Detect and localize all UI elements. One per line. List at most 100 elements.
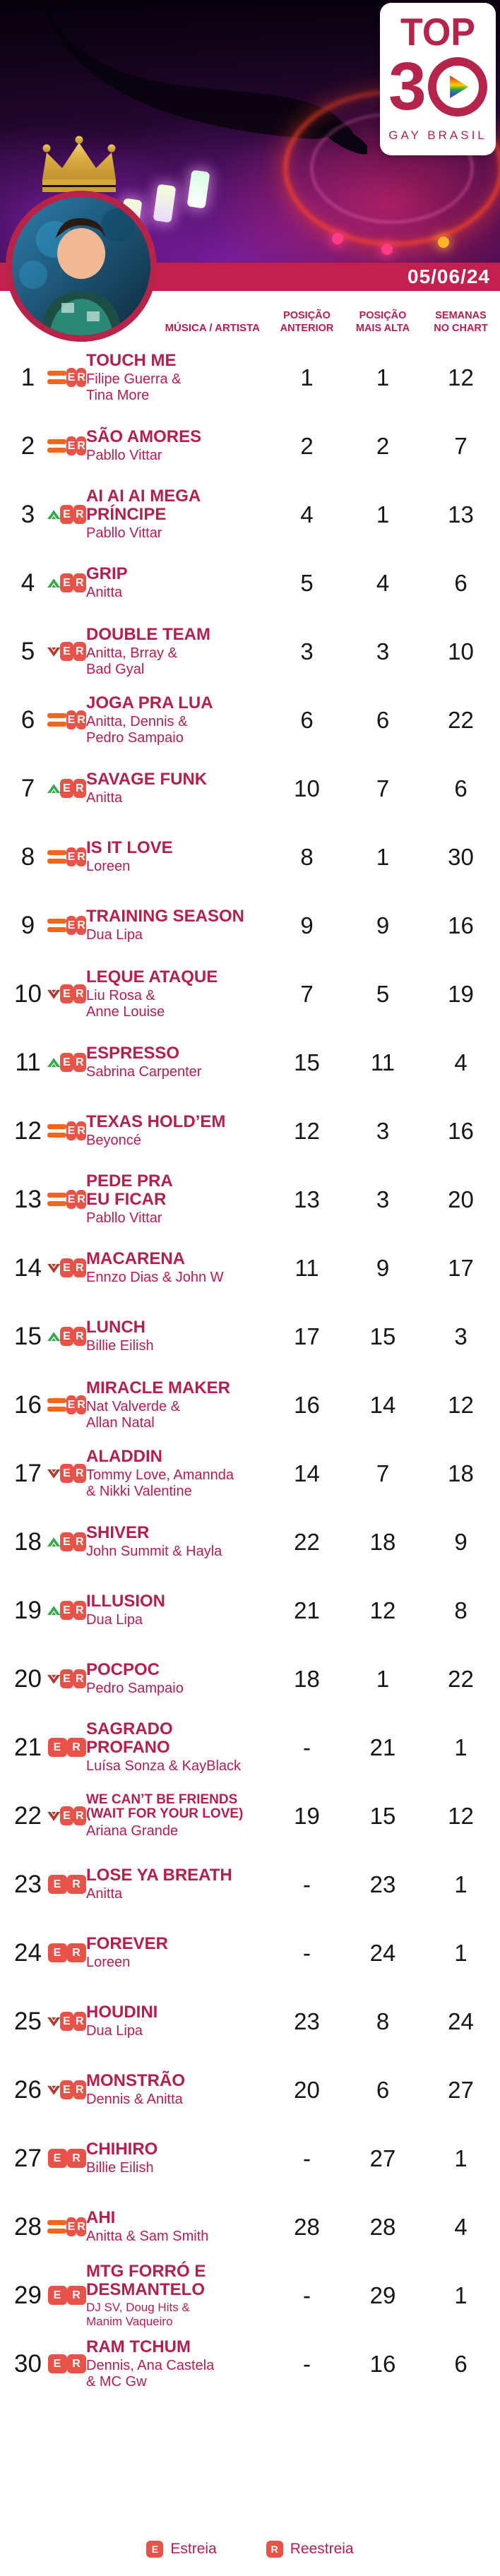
movement-indicator: E R (47, 779, 86, 799)
debut-badge: E (60, 1532, 73, 1552)
previous-position-value: 6 (300, 706, 314, 733)
reentry-badge: R (66, 1943, 86, 1963)
song-artist: Nat Valverde & Allan Natal (86, 1398, 181, 1431)
movement-indicator: E R (47, 573, 86, 593)
song-title: MACARENA (86, 1249, 185, 1269)
rank-number: 2 (20, 431, 35, 460)
chart-row: 1 E R TOUCH ME Filipe Guerra & Tina More… (0, 345, 500, 410)
debut-badge: E (60, 779, 73, 799)
debut-badge: E (60, 2080, 73, 2100)
song-title: POCPOC (86, 1660, 160, 1680)
highest-position-value: 4 (376, 569, 390, 596)
chart-row: 22 E R WE CAN’T BE FRIENDS (WAIT FOR YOU… (0, 1783, 500, 1849)
song-artist: Anitta (86, 1886, 123, 1902)
up-arrow-icon (47, 509, 61, 519)
debut-badge: E (66, 1121, 76, 1141)
chart-row: 19 E R ILLUSION Dua Lipa 21 12 8 (0, 1578, 500, 1643)
equal-position-icon (47, 919, 66, 933)
movement-indicator: E R (47, 505, 86, 525)
song-artist: Ennzo Dias & John W (86, 1270, 224, 1286)
song-cell: TEXAS HOLD’EM Beyoncé (86, 1113, 270, 1149)
movement-indicator: E R (47, 436, 86, 456)
song-cell: AI AI AI MEGA PRÍNCIPE Pabllo Vittar (86, 487, 270, 542)
song-cell: WE CAN’T BE FRIENDS (WAIT FOR YOUR LOVE)… (86, 1792, 270, 1839)
previous-position-value: - (303, 2350, 311, 2377)
top30-logo-card: TOP 3 GAY BRASIL (380, 3, 496, 155)
song-cell: SÃO AMORES Pabllo Vittar (86, 428, 270, 464)
equal-position-icon (47, 2220, 66, 2234)
down-arrow-icon (47, 2017, 61, 2027)
rank-number: 12 (14, 1116, 42, 1145)
song-artist: Anitta (86, 585, 123, 601)
previous-position-value: - (303, 2282, 311, 2308)
movement-indicator: E R (47, 1258, 86, 1278)
movement-indicator: E R (47, 642, 86, 662)
debut-badge: E (60, 1669, 73, 1689)
logo-subtitle: GAY BRASIL (388, 129, 487, 142)
down-arrow-icon (47, 989, 61, 999)
down-arrow-icon (47, 1811, 61, 1821)
highest-position-value: 1 (376, 364, 390, 390)
highest-position-value: 8 (376, 2008, 390, 2034)
debut-badge: E (66, 1395, 76, 1415)
up-arrow-icon (47, 578, 61, 588)
weeks-on-chart-value: 19 (448, 980, 474, 1007)
chart-row: 28 E R AHI Anitta & Sam Smith 28 28 (0, 2194, 500, 2260)
weeks-on-chart-value: 4 (454, 1049, 468, 1075)
song-title: LOSE YA BREATH (86, 1866, 232, 1885)
mixer-knob (381, 244, 393, 255)
highest-position-value: 29 (369, 2282, 396, 2308)
logo-ring-zero (427, 57, 487, 117)
movement-indicator: E R (47, 847, 86, 867)
weeks-on-chart-value: 30 (448, 843, 474, 870)
chart-row: 23 E R LOSE YA BREATH Anitta - 23 (0, 1852, 500, 1917)
debut-badge: E (47, 2149, 67, 2169)
song-artist: Pabllo Vittar (86, 1210, 162, 1227)
reentry-badge: R (73, 1601, 86, 1621)
rainbow-play-icon (450, 76, 469, 98)
song-artist: Luísa Sonza & KayBlack (86, 1758, 242, 1775)
song-title: LEQUE ATAQUE (86, 967, 218, 986)
song-cell: POCPOC Pedro Sampaio (86, 1661, 270, 1697)
rank-number: 18 (14, 1527, 42, 1556)
weeks-on-chart-value: 6 (454, 569, 468, 596)
song-title: RAM TCHUM (86, 2337, 191, 2356)
song-title: ILLUSION (86, 1592, 165, 1611)
highest-position-value: 11 (370, 1049, 395, 1075)
weeks-on-chart-value: 1 (454, 1871, 468, 1897)
logo-word-top: TOP (400, 11, 475, 54)
debut-badge: E (66, 368, 76, 388)
song-cell: HOUDINI Dua Lipa (86, 2003, 270, 2039)
song-title: ESPRESSO (86, 1044, 180, 1063)
song-artist: Pabllo Vittar (86, 525, 162, 542)
chart-row: 10 E R LEQUE ATAQUE Liu Rosa & Anne Loui… (0, 961, 500, 1027)
weeks-on-chart-value: 22 (448, 706, 474, 733)
song-title: SÃO AMORES (86, 427, 202, 447)
movement-indicator: E R (47, 984, 86, 1004)
previous-position-value: 22 (294, 1528, 320, 1555)
song-cell: RAM TCHUM Dennis, Ana Castela & MC Gw (86, 2337, 270, 2390)
debut-badge: E (66, 847, 76, 867)
dj-avatar (6, 191, 157, 342)
song-artist: Anitta & Sam Smith (86, 2229, 209, 2245)
highest-position-value: 6 (376, 706, 390, 733)
highest-position-value: 27 (369, 2145, 396, 2171)
song-title: FOREVER (86, 1934, 169, 1954)
song-cell: FOREVER Loreen (86, 1935, 270, 1971)
song-cell: ESPRESSO Sabrina Carpenter (86, 1044, 270, 1080)
hero-header: TOP 3 GAY BRASIL (0, 0, 500, 342)
reentry-badge: R (73, 1258, 86, 1278)
previous-position-value: - (303, 1871, 311, 1897)
highest-position-value: 28 (369, 2213, 396, 2240)
reentry-badge: R (76, 1190, 86, 1210)
weeks-on-chart-value: 13 (448, 501, 474, 527)
debut-badge: E (66, 1190, 76, 1210)
song-title: MIRACLE MAKER (86, 1378, 230, 1397)
movement-indicator: E R (47, 916, 86, 936)
song-cell: SHIVER John Summit & Hayla (86, 1524, 270, 1560)
mixer-knob (438, 237, 449, 248)
movement-indicator: E R (47, 1669, 86, 1689)
song-title: PEDE PRA EU FICAR (86, 1171, 173, 1210)
highest-position-value: 21 (369, 1734, 396, 1760)
